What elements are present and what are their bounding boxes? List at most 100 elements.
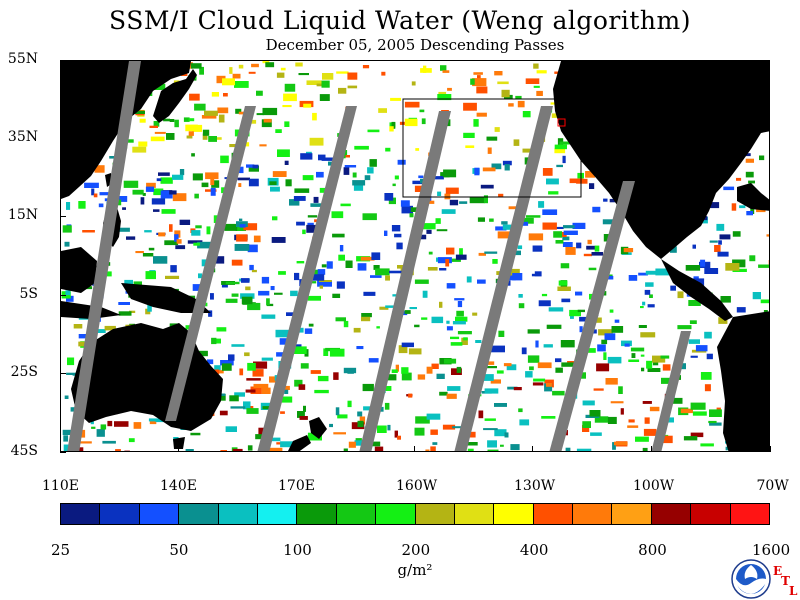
cloud-pixel [446,283,456,289]
cloud-pixel [476,86,488,94]
cloud-pixel [709,409,722,417]
cloud-pixel [490,379,501,384]
cloud-pixel [543,344,553,348]
lon-tick [770,446,771,452]
cloud-pixel [114,196,128,202]
cloud-pixel [262,61,270,64]
cloud-pixel [374,446,384,451]
cloud-pixel [426,366,433,374]
cloud-pixel [372,441,381,447]
cloud-pixel [335,317,346,322]
cloud-pixel [294,188,310,193]
cloud-pixel [132,189,144,195]
cloud-pixel [190,63,202,69]
cloud-pixel [593,388,604,391]
cloud-pixel [459,248,463,256]
cloud-pixel [299,416,308,420]
cloud-pixel [628,275,638,281]
cloud-pixel [414,324,420,328]
cloud-pixel [614,441,628,446]
cloud-pixel [384,230,388,236]
cloud-pixel [210,187,216,196]
cloud-pixel [589,183,595,189]
cloud-pixel [208,310,213,317]
cloud-pixel [115,227,130,232]
cloud-pixel [645,270,659,275]
cloud-pixel [677,291,684,299]
cloud-pixel [591,252,603,256]
cloud-pixel [739,205,746,209]
cloud-pixel [239,218,243,221]
cloud-pixel [621,340,632,347]
cloud-pixel [241,296,253,305]
cloud-pixel [705,202,720,209]
cloud-pixel [463,337,468,341]
cloud-pixel [307,215,318,218]
cloud-pixel [248,71,256,74]
cloud-pixel [588,267,597,271]
cloud-pixel [695,345,708,352]
cloud-pixel [247,362,256,371]
lon-label: 170E [278,478,315,494]
cloud-pixel [483,428,498,431]
cloud-pixel [598,329,613,336]
cloud-pixel [583,253,592,257]
cloud-pixel [508,206,519,210]
cloud-pixel [234,392,245,397]
swath-gap-layer [67,61,691,451]
cloud-pixel [501,89,510,98]
cloud-pixel [319,280,332,282]
cloud-pixel [289,199,300,206]
florida-cuba-land [737,183,769,211]
cloud-pixel [151,198,166,205]
cloud-pixel [437,257,452,264]
cloud-pixel [211,92,219,97]
colorbar-swatch [218,504,258,524]
cloud-pixel [146,182,156,188]
cloud-pixel [441,209,456,214]
cloud-pixel [404,310,411,314]
cloud-pixel [495,226,507,231]
cloud-pixel [473,72,483,75]
cloud-pixel [231,293,239,297]
cloud-pixel [174,230,181,238]
cloud-pixel [384,402,390,410]
cloud-pixel [439,301,443,308]
cloud-pixel [306,80,322,85]
south-america-land [717,311,769,451]
cloud-pixel [293,344,302,347]
cloud-pixel [333,432,346,435]
cloud-pixel [414,427,425,436]
cloud-pixel [603,198,608,202]
cloud-pixel [278,271,286,275]
cloud-pixel [640,354,645,357]
cloud-pixel [623,248,634,253]
cloud-pixel [199,66,204,75]
cloud-pixel [104,325,116,331]
cloud-pixel [554,144,567,150]
cloud-pixel [562,236,570,241]
cloud-pixel [96,429,105,437]
cloud-pixel [367,167,374,174]
cloud-pixel [680,408,693,414]
cloud-pixel [692,411,707,416]
cloud-pixel [91,188,95,196]
cloud-pixel [343,320,349,328]
cloud-pixel [447,87,452,91]
colorbar-swatch [651,504,692,524]
cloud-pixel [220,155,229,164]
cloud-pixel [294,272,300,281]
cloud-pixel [201,115,217,119]
cloud-pixel [677,325,692,330]
cloud-pixel [536,70,547,74]
cloud-pixel [575,291,583,296]
region-box [402,98,582,198]
cloud-pixel [455,316,468,322]
cloud-pixel [436,373,445,379]
cloud-pixel [211,337,217,345]
cloud-pixel [284,83,296,92]
cloud-pixel [343,448,348,451]
cloud-pixel [628,419,635,423]
cloud-pixel [347,370,354,374]
cloud-pixel [133,422,142,429]
